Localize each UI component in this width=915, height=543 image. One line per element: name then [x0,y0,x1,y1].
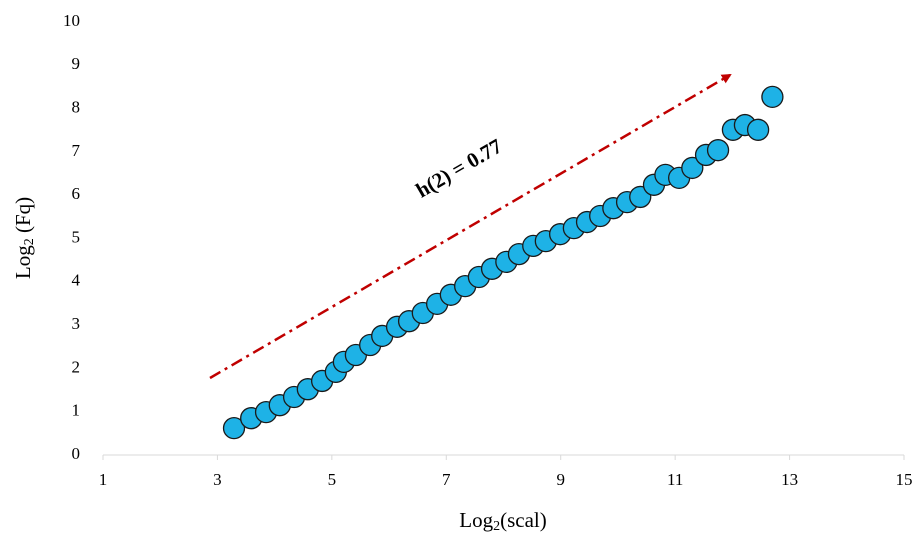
point [746,118,770,141]
x-axis-label: Log2(scal) [459,508,546,534]
y-tick-label: 3 [72,314,81,333]
y-tick-label: 1 [72,401,81,420]
point [222,417,246,440]
y-axis-label: Log2 (Fq) [11,197,37,279]
y-tick-label: 9 [72,54,81,73]
y-tick-label: 2 [72,357,81,376]
y-tick-label: 0 [72,444,81,463]
x-label-sub: 2 [493,519,500,534]
x-tick-label: 3 [213,470,222,489]
x-tick-label: 9 [556,470,565,489]
x-tick-label: 5 [328,470,337,489]
y-tick-label: 10 [63,11,80,30]
x-tick-label: 13 [781,470,798,489]
x-tick-label: 15 [896,470,913,489]
point [681,156,704,180]
annotation: h(2) = 0.77 [412,134,507,203]
x-label-rest: (scal) [500,508,547,532]
point [761,85,784,109]
x-tick-label: 11 [667,470,683,489]
y-tick-label: 8 [72,98,81,117]
y-tick-label: 5 [72,227,81,246]
y-tick-label: 7 [72,141,81,160]
y-label-base: Log [11,245,35,279]
point [706,139,730,162]
y-tick-label: 4 [72,271,81,290]
x-label-base: Log [459,508,493,532]
y-label-rest: (Fq) [11,197,35,238]
y-tick-label: 6 [72,184,81,203]
x-tick-label: 1 [99,470,108,489]
y-label-sub: 2 [22,238,37,245]
x-tick-label: 7 [442,470,451,489]
trend-arrow [209,73,732,380]
